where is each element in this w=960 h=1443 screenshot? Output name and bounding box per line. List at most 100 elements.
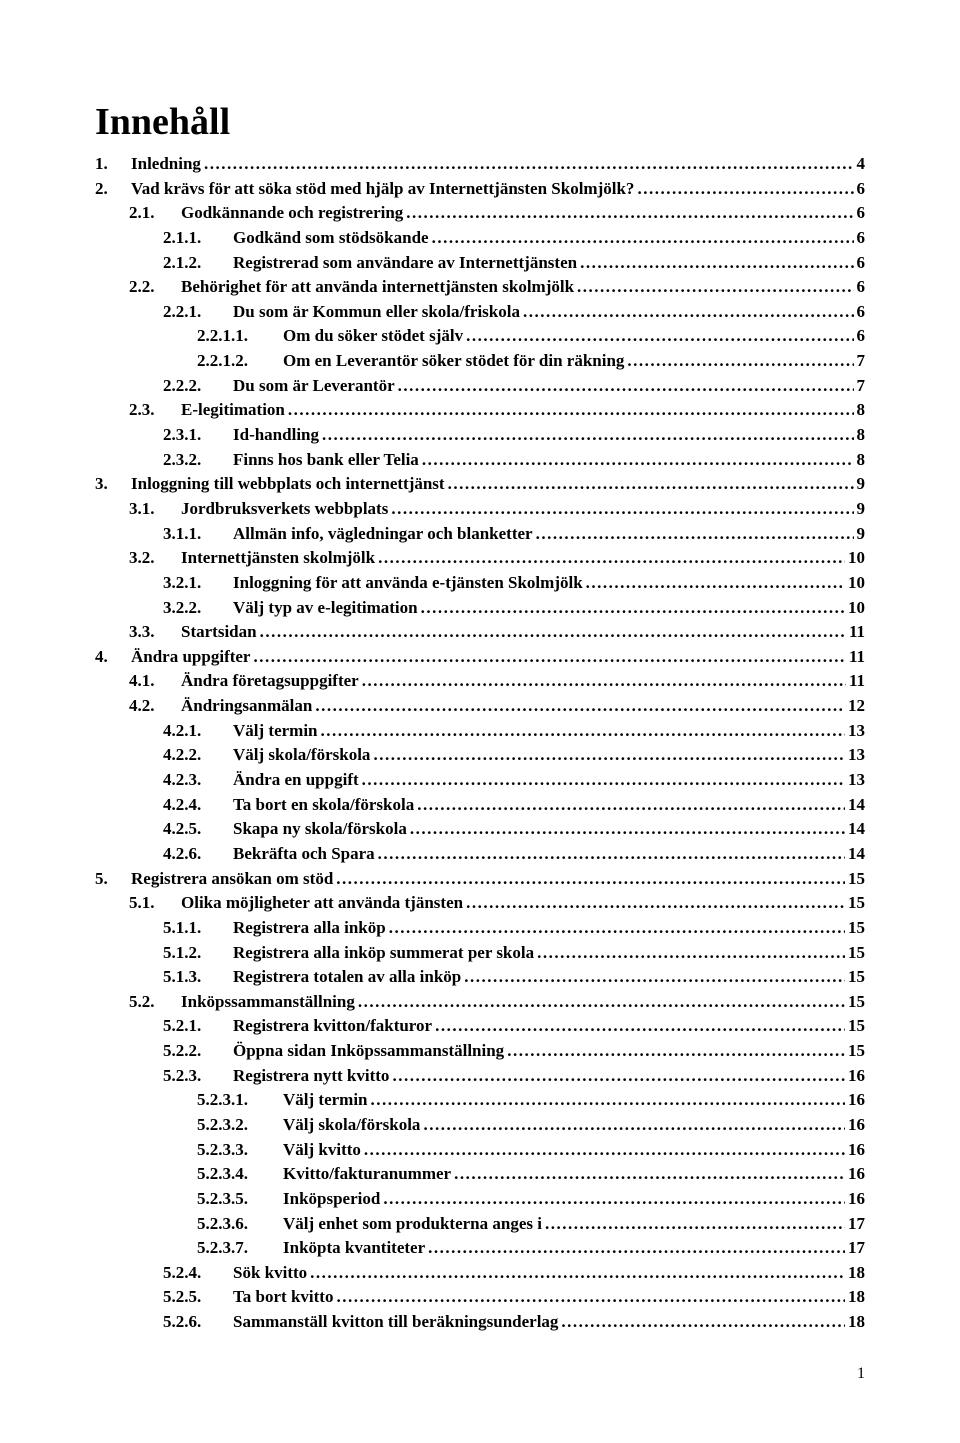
- toc-entry[interactable]: 4.2.3.Ändra en uppgift13: [95, 768, 865, 793]
- toc-entry-title: Välj kvitto: [283, 1138, 361, 1163]
- toc-entry[interactable]: 5.2.3.7.Inköpta kvantiteter17: [95, 1236, 865, 1261]
- toc-leader-dots: [392, 1064, 845, 1089]
- toc-entry-page: 16: [848, 1064, 865, 1089]
- toc-entry[interactable]: 2.3.1.Id-handling8: [95, 423, 865, 448]
- toc-entry[interactable]: 4.2.1.Välj termin13: [95, 719, 865, 744]
- toc-entry-number: 2.: [95, 177, 131, 202]
- toc-entry-title: Kvitto/fakturanummer: [283, 1162, 451, 1187]
- toc-entry[interactable]: 2.2.1.Du som är Kommun eller skola/frisk…: [95, 300, 865, 325]
- toc-entry-page: 15: [848, 891, 865, 916]
- toc-leader-dots: [448, 472, 854, 497]
- toc-entry[interactable]: 3.1.1.Allmän info, vägledningar och blan…: [95, 522, 865, 547]
- toc-entry[interactable]: 2.2.Behörighet för att använda internett…: [95, 275, 865, 300]
- toc-entry[interactable]: 3.1.Jordbruksverkets webbplats9: [95, 497, 865, 522]
- toc-entry-page: 12: [848, 694, 865, 719]
- toc-entry[interactable]: 5.2.3.1.Välj termin16: [95, 1088, 865, 1113]
- toc-entry[interactable]: 5.2.3.5.Inköpsperiod16: [95, 1187, 865, 1212]
- toc-leader-dots: [423, 1113, 845, 1138]
- toc-entry-number: 4.2.5.: [163, 817, 233, 842]
- toc-entry-title: Ändra uppgifter: [131, 645, 250, 670]
- toc-entry[interactable]: 3.2.1.Inloggning för att använda e-tjäns…: [95, 571, 865, 596]
- toc-entry[interactable]: 5.2.Inköpssammanställning15: [95, 990, 865, 1015]
- page-number: 1: [95, 1365, 865, 1383]
- toc-entry[interactable]: 4.2.6.Bekräfta och Spara14: [95, 842, 865, 867]
- toc-entry[interactable]: 2.2.1.1.Om du söker stödet själv6: [95, 324, 865, 349]
- toc-entry-title: Skapa ny skola/förskola: [233, 817, 407, 842]
- toc-entry[interactable]: 2.2.1.2.Om en Leverantör söker stödet fö…: [95, 349, 865, 374]
- toc-entry-title: Inloggning till webbplats och internettj…: [131, 472, 445, 497]
- toc-entry-page: 15: [848, 965, 865, 990]
- toc-entry-title: Välj enhet som produkterna anges i: [283, 1212, 542, 1237]
- toc-entry-title: Registrera totalen av alla inköp: [233, 965, 461, 990]
- toc-entry-number: 3.2.: [129, 546, 181, 571]
- toc-entry[interactable]: 4.2.4.Ta bort en skola/förskola14: [95, 793, 865, 818]
- toc-entry[interactable]: 5.1.2.Registrera alla inköp summerat per…: [95, 941, 865, 966]
- toc-entry[interactable]: 2.1.1.Godkänd som stödsökande6: [95, 226, 865, 251]
- toc-leader-dots: [364, 1138, 845, 1163]
- toc-entry-title: Vad krävs för att söka stöd med hjälp av…: [131, 177, 634, 202]
- toc-leader-dots: [336, 1285, 845, 1310]
- toc-leader-dots: [627, 349, 853, 374]
- toc-entry-number: 2.2.1.: [163, 300, 233, 325]
- toc-entry-number: 4.2.3.: [163, 768, 233, 793]
- toc-leader-dots: [391, 497, 853, 522]
- toc-leader-dots: [464, 965, 845, 990]
- toc-entry-number: 1.: [95, 152, 131, 177]
- toc-entry[interactable]: 4.Ändra uppgifter11: [95, 645, 865, 670]
- toc-entry[interactable]: 4.1.Ändra företagsuppgifter11: [95, 669, 865, 694]
- toc-entry-page: 4: [857, 152, 866, 177]
- toc-entry-page: 14: [848, 817, 865, 842]
- toc-entry-title: Registrera alla inköp summerat per skola: [233, 941, 534, 966]
- toc-entry[interactable]: 2.3.2.Finns hos bank eller Telia8: [95, 448, 865, 473]
- toc-entry-title: Registrerad som användare av Internettjä…: [233, 251, 577, 276]
- toc-entry[interactable]: 3.3.Startsidan11: [95, 620, 865, 645]
- toc-entry[interactable]: 2.3.E-legitimation8: [95, 398, 865, 423]
- toc-entry-title: Registrera ansökan om stöd: [131, 867, 333, 892]
- toc-entry[interactable]: 5.2.3.6.Välj enhet som produkterna anges…: [95, 1212, 865, 1237]
- toc-entry-number: 5.2.3.6.: [197, 1212, 283, 1237]
- toc-entry[interactable]: 5.1.3.Registrera totalen av alla inköp15: [95, 965, 865, 990]
- toc-entry[interactable]: 5.2.3.3.Välj kvitto16: [95, 1138, 865, 1163]
- toc-entry[interactable]: 2.1.2.Registrerad som användare av Inter…: [95, 251, 865, 276]
- toc-entry[interactable]: 5.2.3.2.Välj skola/förskola16: [95, 1113, 865, 1138]
- toc-entry[interactable]: 5.2.5.Ta bort kvitto18: [95, 1285, 865, 1310]
- toc-entry[interactable]: 4.2.2.Välj skola/förskola13: [95, 743, 865, 768]
- toc-entry[interactable]: 5.1.Olika möjligheter att använda tjänst…: [95, 891, 865, 916]
- toc-entry-page: 16: [848, 1113, 865, 1138]
- toc-entry[interactable]: 1.Inledning4: [95, 152, 865, 177]
- toc-page: Innehåll 1.Inledning42.Vad krävs för att…: [0, 0, 960, 1443]
- toc-entry[interactable]: 3.Inloggning till webbplats och internet…: [95, 472, 865, 497]
- toc-entry-title: Jordbruksverkets webbplats: [181, 497, 388, 522]
- toc-entry[interactable]: 2.1.Godkännande och registrering6: [95, 201, 865, 226]
- toc-leader-dots: [561, 1310, 845, 1335]
- toc-entry[interactable]: 5.Registrera ansökan om stöd15: [95, 867, 865, 892]
- toc-entry-number: 3.1.1.: [163, 522, 233, 547]
- toc-entry[interactable]: 5.2.3.4.Kvitto/fakturanummer16: [95, 1162, 865, 1187]
- toc-entry-page: 13: [848, 743, 865, 768]
- toc-entry[interactable]: 5.1.1.Registrera alla inköp15: [95, 916, 865, 941]
- toc-entry[interactable]: 3.2.2.Välj typ av e-legitimation10: [95, 596, 865, 621]
- toc-entry[interactable]: 5.2.3.Registrera nytt kvitto16: [95, 1064, 865, 1089]
- toc-entry-title: Ta bort kvitto: [233, 1285, 333, 1310]
- toc-entry-title: Godkännande och registrering: [181, 201, 403, 226]
- toc-entry[interactable]: 5.2.6.Sammanställ kvitton till beräkning…: [95, 1310, 865, 1335]
- toc-entry-number: 5.1.: [129, 891, 181, 916]
- toc-entry-title: Om du söker stödet själv: [283, 324, 463, 349]
- toc-entry[interactable]: 2.Vad krävs för att söka stöd med hjälp …: [95, 177, 865, 202]
- toc-entry-page: 11: [849, 645, 865, 670]
- toc-entry[interactable]: 5.2.4.Sök kvitto18: [95, 1261, 865, 1286]
- toc-leader-dots: [428, 1236, 845, 1261]
- toc-leader-dots: [322, 423, 854, 448]
- toc-entry-page: 8: [857, 423, 866, 448]
- toc-entry[interactable]: 4.2.5.Skapa ny skola/förskola 14: [95, 817, 865, 842]
- toc-entry[interactable]: 4.2.Ändringsanmälan12: [95, 694, 865, 719]
- toc-entry[interactable]: 5.2.1.Registrera kvitton/fakturor15: [95, 1014, 865, 1039]
- toc-entry-title: Ändra företagsuppgifter: [181, 669, 359, 694]
- toc-entry-page: 9: [857, 522, 866, 547]
- toc-entry-page: 14: [848, 793, 865, 818]
- toc-entry[interactable]: 3.2.Internettjänsten skolmjölk10: [95, 546, 865, 571]
- toc-entry[interactable]: 2.2.2.Du som är Leverantör7: [95, 374, 865, 399]
- toc-entry[interactable]: 5.2.2.Öppna sidan Inköpssammanställning1…: [95, 1039, 865, 1064]
- toc-entry-title: Finns hos bank eller Telia: [233, 448, 419, 473]
- toc-entry-number: 2.2.1.2.: [197, 349, 283, 374]
